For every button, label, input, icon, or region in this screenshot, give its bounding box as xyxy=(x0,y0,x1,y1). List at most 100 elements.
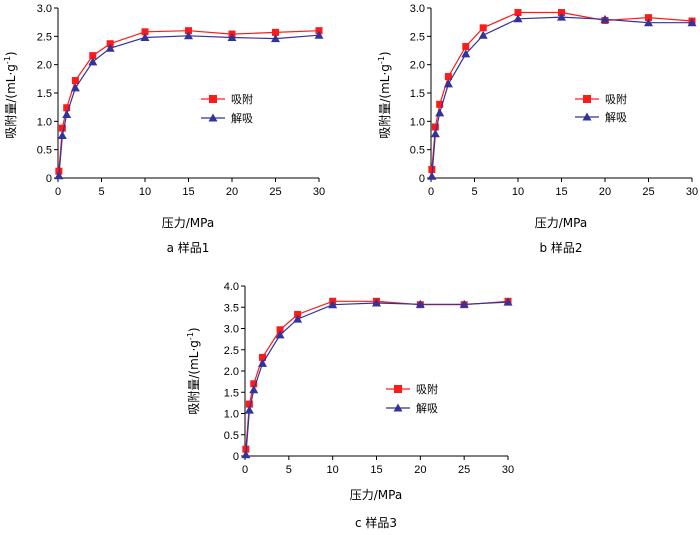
chart-c-x-tick-label: 5 xyxy=(286,464,292,476)
chart-a-x-tick-label: 20 xyxy=(226,186,238,198)
chart-a-adsorption-point xyxy=(185,27,192,35)
chart-c-legend: 吸附 解吸 xyxy=(386,382,438,415)
chart-c-legend-marker-desorption xyxy=(393,403,403,412)
chart-a-desorption-point xyxy=(184,31,193,40)
chart-b-desorption-point xyxy=(600,14,610,23)
chart-a-x-tick-label: 0 xyxy=(55,186,61,198)
chart-a-adsorption-point xyxy=(141,28,149,36)
chart-b: 0 0.5 1.0 1.5 2.0 2.5 3.0 0 5 10 15 20 25 30 吸附量/(mL·… xyxy=(377,3,698,255)
chart-b-y-axis-label: 吸附量/(mL·g-1) xyxy=(377,51,392,138)
chart-c-desorption-point xyxy=(503,297,513,306)
chart-b-x-tick-label: 0 xyxy=(428,186,434,198)
chart-c-desorption-point xyxy=(372,298,381,307)
chart-c-x-tick-label: 15 xyxy=(370,464,382,476)
chart-b-x-tick-label: 5 xyxy=(471,186,477,198)
chart-b-desorption-point xyxy=(513,14,523,23)
chart-a-y-tick-label: 0 xyxy=(46,173,52,185)
chart-a-y-tick-label: 3.0 xyxy=(37,3,52,15)
chart-a-y-tick-label: 1.0 xyxy=(37,116,52,128)
chart-c-adsorption-point xyxy=(250,380,258,388)
chart-a-legend-label-adsorption: 吸附 xyxy=(231,92,253,106)
chart-b-caption: b 样品2 xyxy=(539,240,582,255)
chart-c-desorption-point xyxy=(249,385,259,394)
chart-a-adsorption-point xyxy=(89,52,97,60)
chart-a-x-axis-label: 压力/MPa xyxy=(162,216,214,230)
chart-c-x-tick-label: 10 xyxy=(327,464,339,476)
chart-c-x-tick-label: 0 xyxy=(242,464,248,476)
chart-c-y-tick-label: 2.0 xyxy=(224,366,239,378)
chart-b-y-tick-label: 2.5 xyxy=(410,31,425,43)
chart-b-adsorption-point xyxy=(462,43,470,51)
chart-a-desorption-point xyxy=(314,30,324,39)
chart-c-y-tick-label: 1.0 xyxy=(224,409,239,421)
chart-c-y-tick-label: 3.5 xyxy=(224,302,239,314)
chart-a-y-tick-label: 2.5 xyxy=(37,31,52,43)
chart-c-desorption-point xyxy=(293,314,303,323)
chart-a-adsorption-point xyxy=(106,40,114,48)
chart-c-x-tick-label: 30 xyxy=(502,464,514,476)
chart-b-x-tick-label: 20 xyxy=(599,186,611,198)
chart-b-desorption-point xyxy=(443,79,453,88)
chart-a-desorption-line xyxy=(58,34,320,176)
chart-c-adsorption-line xyxy=(245,300,509,450)
chart-b-x-tick-label: 15 xyxy=(555,186,567,198)
chart-a-adsorption-point xyxy=(71,77,79,85)
chart-a-y-tick-label: 2.0 xyxy=(37,60,52,72)
chart-a-y-tick-label: 1.5 xyxy=(37,88,52,100)
chart-a-marks: 0 0.5 1.0 1.5 2.0 2.5 3.0 0 5 10 15 20 25 30 xyxy=(37,3,325,198)
chart-a-adsorption-point xyxy=(58,124,66,132)
chart-c-legend-label-adsorption: 吸附 xyxy=(416,382,438,396)
chart-b-adsorption-point xyxy=(436,100,444,108)
chart-b-adsorption-point xyxy=(479,24,487,32)
chart-b-x-tick-label: 10 xyxy=(512,186,524,198)
chart-b-legend-marker-adsorption xyxy=(583,95,591,103)
chart-c-marks: 0 0.5 1.0 1.5 2.0 2.5 3.0 3.5 4.0 0 5 10 15 20 25 30 xyxy=(224,281,514,476)
chart-b-adsorption-point xyxy=(431,123,439,131)
chart-b-y-tick-label: 0.5 xyxy=(410,145,425,157)
chart-b-desorption-point xyxy=(644,18,653,27)
chart-b-desorption-point xyxy=(557,12,566,21)
chart-c-caption: c 样品3 xyxy=(355,515,397,530)
chart-a-legend: 吸附 解吸 xyxy=(201,92,253,125)
chart-a-desorption-point xyxy=(105,43,115,52)
chart-a-caption: a 样品1 xyxy=(167,240,210,255)
chart-a-adsorption-point xyxy=(315,27,323,35)
chart-a: 0 0.5 1.0 1.5 2.0 2.5 3.0 0 5 10 15 20 25 30 吸附量/(mL·… xyxy=(3,3,325,255)
chart-b-adsorption-point xyxy=(514,9,522,17)
chart-a-x-tick-label: 5 xyxy=(98,186,104,198)
chart-c-desorption-point xyxy=(241,450,251,459)
chart-a-desorption-point xyxy=(88,57,98,66)
chart-a-x-tick-label: 25 xyxy=(269,186,281,198)
chart-a-desorption-point xyxy=(57,131,67,139)
chart-b-desorption-point xyxy=(430,129,440,138)
chart-c-y-tick-label: 3.0 xyxy=(224,324,239,336)
chart-c-y-tick-label: 0 xyxy=(233,451,239,463)
chart-b-adsorption-point xyxy=(645,14,652,22)
chart-c-legend-marker-adsorption xyxy=(394,385,402,393)
chart-c-y-tick-label: 0.5 xyxy=(224,430,239,442)
chart-a-legend-marker-adsorption xyxy=(209,95,217,103)
chart-c: 0 0.5 1.0 1.5 2.0 2.5 3.0 3.5 4.0 0 5 10 15 20 25 30 吸附… xyxy=(186,281,514,530)
chart-a-adsorption-point xyxy=(272,28,279,36)
chart-c-desorption-point xyxy=(415,299,425,308)
chart-b-y-tick-label: 0 xyxy=(419,173,425,185)
chart-c-adsorption-point xyxy=(294,310,302,318)
chart-a-desorption-point xyxy=(54,171,64,180)
chart-c-x-tick-label: 20 xyxy=(414,464,426,476)
chart-b-x-tick-label: 30 xyxy=(686,186,698,198)
chart-c-y-tick-label: 1.5 xyxy=(224,387,239,399)
chart-a-desorption-point xyxy=(271,34,280,43)
chart-c-adsorption-point xyxy=(276,326,284,334)
chart-b-x-axis-label: 压力/MPa xyxy=(535,216,587,230)
chart-b-y-tick-label: 2.0 xyxy=(410,60,425,72)
chart-a-legend-marker-desorption xyxy=(208,113,218,122)
chart-b-y-tick-label: 3.0 xyxy=(410,3,425,15)
chart-a-adsorption-point xyxy=(63,104,71,112)
chart-b-adsorption-line xyxy=(431,11,693,170)
chart-c-desorption-point xyxy=(244,405,254,414)
chart-a-legend-label-desorption: 解吸 xyxy=(231,111,253,125)
chart-a-x-tick-label: 30 xyxy=(313,186,325,198)
chart-b-desorption-point xyxy=(427,171,437,180)
chart-a-x-tick-label: 10 xyxy=(139,186,151,198)
chart-b-legend: 吸附 解吸 xyxy=(575,92,627,124)
